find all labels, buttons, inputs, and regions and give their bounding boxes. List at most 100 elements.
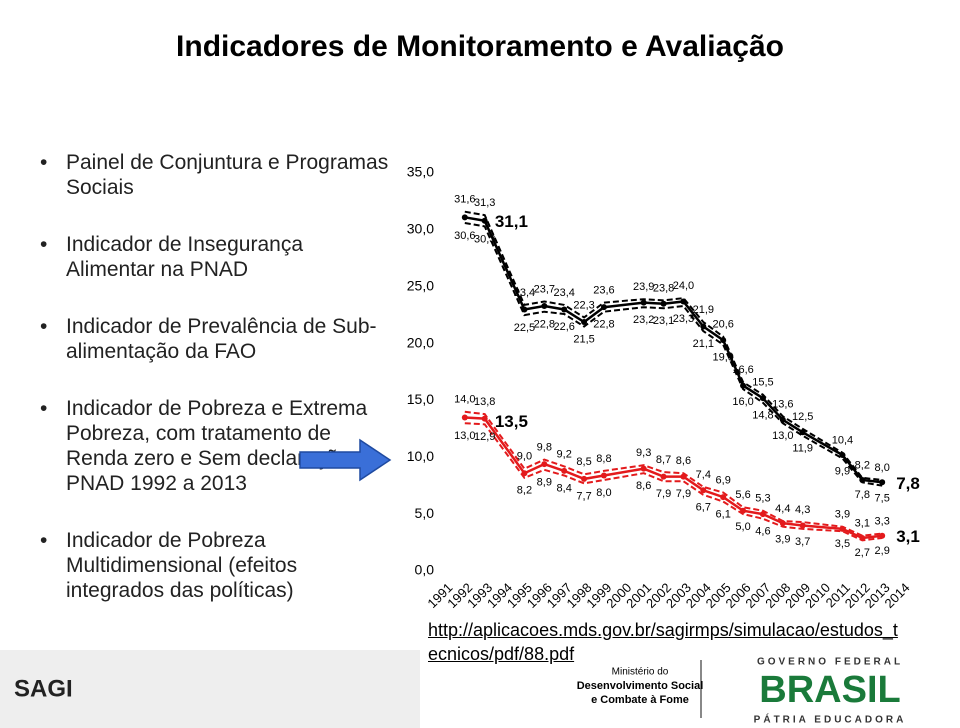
point xyxy=(700,323,707,330)
value-label: 13,8 xyxy=(474,396,495,408)
value-label: 22,8 xyxy=(534,319,555,331)
y-tick-label: 25,0 xyxy=(407,277,434,293)
value-label: 21,1 xyxy=(693,338,714,350)
point xyxy=(879,479,886,486)
value-label: 9,2 xyxy=(557,448,572,460)
value-label: 13,6 xyxy=(772,398,793,410)
arrow xyxy=(299,438,392,482)
value-label: 23,9 xyxy=(633,281,654,293)
value-label: 24,0 xyxy=(673,280,694,292)
value-label: 15,5 xyxy=(752,377,773,389)
value-label: 22,5 xyxy=(514,322,535,334)
value-label: 8,2 xyxy=(517,485,532,497)
series-line xyxy=(464,222,883,487)
value-label: 20,6 xyxy=(712,319,733,331)
value-label: 4,4 xyxy=(775,503,790,515)
bullet: Indicador de Insegurança Alimentar na PN… xyxy=(40,232,395,282)
point xyxy=(581,475,588,482)
value-label: 8,9 xyxy=(537,477,552,489)
slide-title: Indicadores de Monitoramento e Avaliação xyxy=(176,30,784,63)
value-label: 3,9 xyxy=(835,509,850,521)
ministry-line: Desenvolvimento Social xyxy=(577,680,704,692)
point xyxy=(541,303,548,310)
divider xyxy=(700,660,702,718)
value-label: 7,7 xyxy=(576,490,591,502)
value-label: 22,3 xyxy=(573,299,594,311)
value-label: 3,3 xyxy=(875,515,890,527)
y-tick-label: 5,0 xyxy=(415,505,435,521)
value-label: 16,6 xyxy=(732,364,753,376)
value-label: 31,1 xyxy=(495,212,528,231)
value-label: 8,5 xyxy=(576,456,591,468)
value-label: 6,7 xyxy=(696,502,711,514)
brasil-logo: BRASIL xyxy=(759,669,900,711)
value-label: 2,9 xyxy=(875,545,890,557)
value-label: 8,6 xyxy=(676,455,691,467)
value-label: 11,9 xyxy=(792,443,813,455)
value-label: 5,0 xyxy=(735,521,750,533)
value-label: 8,7 xyxy=(656,454,671,466)
value-label: 8,4 xyxy=(557,482,572,494)
point xyxy=(640,465,647,472)
value-label: 19,9 xyxy=(712,352,733,364)
bullet: Painel de Conjuntura e Programas Sociais xyxy=(40,150,395,200)
point xyxy=(660,300,667,307)
series-line xyxy=(464,216,883,484)
ministry-line: Ministério do xyxy=(612,667,669,678)
value-label: 7,5 xyxy=(875,493,890,505)
value-label: 13,0 xyxy=(454,430,475,442)
value-label: 7,9 xyxy=(676,488,691,500)
point xyxy=(581,318,588,325)
point xyxy=(759,511,766,518)
point xyxy=(561,306,568,313)
value-label: 23,3 xyxy=(673,313,694,325)
value-label: 9,3 xyxy=(636,447,651,459)
value-label: 8,8 xyxy=(596,453,611,465)
value-label: 8,2 xyxy=(855,460,870,472)
value-label: 7,4 xyxy=(696,469,711,481)
value-label: 7,8 xyxy=(855,489,870,501)
value-label: 9,0 xyxy=(517,451,532,463)
y-tick-label: 10,0 xyxy=(407,448,434,464)
value-label: 16,0 xyxy=(732,396,753,408)
value-label: 13,5 xyxy=(495,412,528,431)
sagi-logo: SAGI xyxy=(14,675,73,702)
value-label: 13,0 xyxy=(772,430,793,442)
value-label: 22,8 xyxy=(593,319,614,331)
point xyxy=(481,217,488,224)
point xyxy=(660,473,667,480)
value-label: 23,6 xyxy=(593,285,614,297)
series-line xyxy=(464,410,883,537)
value-label: 9,8 xyxy=(537,441,552,453)
value-label: 14,8 xyxy=(752,410,773,422)
value-label: 23,7 xyxy=(534,283,555,295)
value-label: 23,2 xyxy=(633,314,654,326)
value-label: 7,9 xyxy=(656,488,671,500)
motto: PÁTRIA EDUCADORA xyxy=(754,713,907,726)
bullet: Indicador de Pobreza Multidimensional (e… xyxy=(40,528,395,603)
point xyxy=(541,461,548,468)
value-label: 23,8 xyxy=(653,282,674,294)
value-label: 9,9 xyxy=(835,465,850,477)
value-label: 23,4 xyxy=(514,287,535,299)
bullet: Indicador de Prevalência de Sub-alimenta… xyxy=(40,314,395,364)
value-label: 14,0 xyxy=(454,394,475,406)
value-label: 5,3 xyxy=(755,493,770,505)
series-line xyxy=(464,416,883,540)
y-tick-label: 0,0 xyxy=(415,562,435,578)
value-label: 8,6 xyxy=(636,480,651,492)
y-tick-label: 15,0 xyxy=(407,391,434,407)
source-link[interactable]: http://aplicacoes.mds.gov.br/sagirmps/si… xyxy=(428,620,898,664)
bullet: Indicador de Pobreza e Extrema Pobreza, … xyxy=(40,396,395,496)
value-label: 8,0 xyxy=(596,487,611,499)
ministry-line: e Combate à Fome xyxy=(591,694,689,706)
footer: SAGI Ministério do Desenvolvimento Socia… xyxy=(0,650,907,728)
value-label: 12,9 xyxy=(474,431,495,443)
y-tick-label: 20,0 xyxy=(407,334,434,350)
value-label: 21,9 xyxy=(693,304,714,316)
value-label: 3,1 xyxy=(855,518,870,530)
point xyxy=(700,487,707,494)
value-label: 3,7 xyxy=(795,536,810,548)
value-label: 21,5 xyxy=(573,333,594,345)
